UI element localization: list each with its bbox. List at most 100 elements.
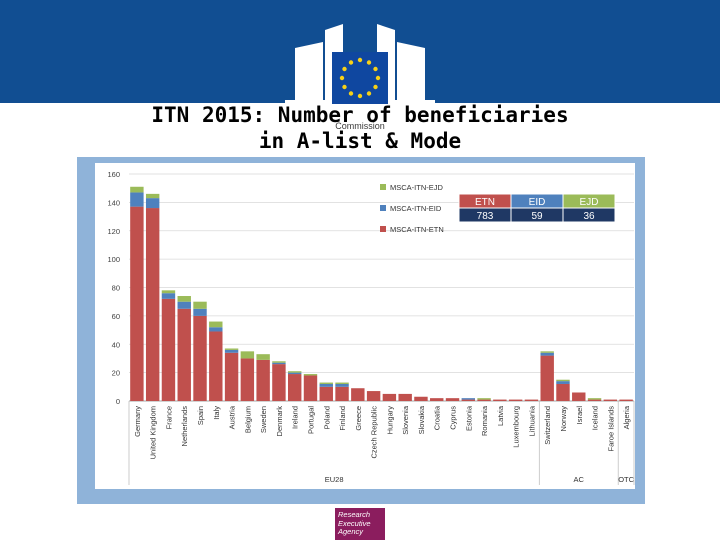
title-line-1: ITN 2015: Number of beneficiaries	[151, 103, 569, 127]
bar-msca-itn-ejd	[130, 186, 144, 193]
bar-msca-itn-etn	[145, 208, 160, 401]
bar-msca-itn-ejd	[209, 321, 223, 328]
bar-msca-itn-etn	[351, 388, 365, 401]
bar-msca-itn-eid	[161, 293, 176, 299]
rea-footer-logo: Research Executive Agency	[335, 508, 385, 540]
eu-stars-icon	[339, 57, 381, 99]
group-label: OTC	[618, 475, 634, 484]
bar-msca-itn-etn	[382, 393, 397, 401]
bar-msca-itn-etn	[461, 399, 476, 401]
y-tick-label: 100	[107, 255, 120, 264]
rea-line-2: Executive	[338, 518, 371, 528]
bar-msca-itn-etn	[240, 358, 255, 401]
x-tick-label: Greece	[354, 406, 363, 431]
chart-frame: 0 20 40 60 80 100 120 140 160 Germany United Kingd…	[77, 157, 645, 504]
x-tick-label: Slovakia	[417, 405, 426, 434]
bar-msca-itn-etn	[603, 399, 618, 401]
x-tick-label: Luxembourg	[512, 406, 521, 448]
bar-msca-itn-ejd	[303, 374, 318, 376]
bar-msca-itn-eid	[319, 383, 333, 387]
x-tick-label: Ireland	[291, 406, 300, 429]
table-value-label: 36	[583, 211, 595, 222]
table-value-label: 59	[531, 211, 543, 222]
bar-msca-itn-ejd	[319, 382, 333, 384]
bar-msca-itn-ejd	[193, 301, 207, 309]
bar-msca-itn-ejd	[240, 351, 255, 359]
x-tick-label: Slovenia	[401, 405, 410, 435]
bar-msca-itn-eid	[130, 192, 144, 207]
bar-msca-itn-eid	[224, 349, 239, 353]
table-header-label: EJD	[580, 197, 599, 208]
bar-msca-itn-etn	[161, 298, 176, 401]
table-header-label: ETN	[475, 197, 495, 208]
x-tick-label: Poland	[322, 406, 331, 429]
bar-msca-itn-ejd	[145, 193, 160, 199]
bar-msca-itn-eid	[209, 327, 223, 332]
bar-msca-itn-eid	[540, 352, 554, 356]
bar-msca-itn-eid	[287, 372, 302, 375]
stacked-bar-chart: 0 20 40 60 80 100 120 140 160 Germany United Kingd…	[77, 157, 645, 504]
rea-line-1: Research	[338, 510, 371, 519]
x-tick-label: Germany	[133, 406, 142, 437]
bar-msca-itn-ejd	[287, 371, 302, 373]
bar-msca-itn-etn	[508, 399, 523, 401]
x-tick-label: Cyprus	[449, 406, 458, 430]
x-tick-label: Sweden	[259, 406, 268, 433]
bar-msca-itn-ejd	[335, 382, 349, 384]
legend-swatch	[380, 226, 386, 232]
bar-msca-itn-ejd	[540, 351, 554, 353]
group-label: AC	[574, 475, 585, 484]
rea-line-3: Agency	[338, 527, 364, 536]
bar-msca-itn-ejd	[177, 296, 191, 302]
x-tick-label: Iceland	[591, 406, 600, 430]
title-line-2: in A-list & Mode	[258, 129, 462, 153]
x-tick-label: Romania	[480, 405, 489, 436]
x-tick-label: Denmark	[275, 406, 284, 437]
legend-swatch	[380, 205, 386, 211]
x-tick-label: Hungary	[385, 406, 394, 435]
bar-msca-itn-ejd	[272, 361, 286, 363]
page-title: ITN 2015: Number of beneficiaries in A-l…	[60, 102, 660, 154]
bar-msca-itn-etn	[414, 396, 428, 401]
bar-msca-itn-etn	[556, 383, 570, 401]
x-tick-label: Faroe Islands	[606, 406, 615, 452]
bar-msca-itn-etn	[209, 331, 223, 401]
bar-msca-itn-etn	[524, 399, 539, 401]
x-tick-label: Croatia	[433, 405, 442, 430]
bar-msca-itn-etn	[493, 399, 507, 401]
bar-msca-itn-etn	[319, 386, 333, 401]
bar-msca-itn-eid	[193, 308, 207, 316]
bar-msca-itn-etn	[430, 398, 444, 401]
y-tick-label: 80	[112, 284, 120, 293]
x-tick-label: Spain	[196, 406, 205, 425]
x-tick-label: Czech Republic	[370, 406, 379, 459]
bar-msca-itn-eid	[335, 383, 349, 387]
bar-msca-itn-eid	[145, 198, 160, 209]
legend-label: MSCA-ITN-EJD	[390, 183, 443, 192]
x-tick-label: Switzerland	[543, 406, 552, 445]
legend-swatch	[380, 184, 386, 190]
x-tick-label: Estonia	[464, 405, 473, 431]
bar-msca-itn-ejd	[556, 379, 570, 382]
legend-label: MSCA-ITN-ETN	[390, 225, 444, 234]
group-label: EU28	[325, 475, 344, 484]
y-tick-label: 0	[116, 397, 120, 406]
x-tick-label: Algeria	[622, 405, 631, 429]
bar-msca-itn-etn	[177, 308, 191, 401]
x-tick-label: Israel	[575, 406, 584, 425]
x-tick-label: Portugal	[306, 406, 315, 434]
y-tick-label: 120	[107, 227, 120, 236]
bar-msca-itn-etn	[587, 399, 602, 401]
x-tick-label: Belgium	[243, 406, 252, 433]
x-tick-label: Italy	[212, 406, 221, 420]
bar-msca-itn-etn	[619, 399, 633, 401]
bar-msca-itn-etn	[366, 391, 381, 401]
x-tick-label: Norway	[559, 406, 568, 432]
bar-msca-itn-ejd	[587, 398, 602, 400]
bar-msca-itn-etn	[224, 352, 239, 401]
bar-msca-itn-etn	[130, 206, 144, 401]
bar-msca-itn-etn	[303, 375, 318, 401]
european-commission-logo: Commission	[285, 24, 435, 131]
bar-msca-itn-etn	[287, 374, 302, 401]
y-tick-label: 140	[107, 198, 120, 207]
